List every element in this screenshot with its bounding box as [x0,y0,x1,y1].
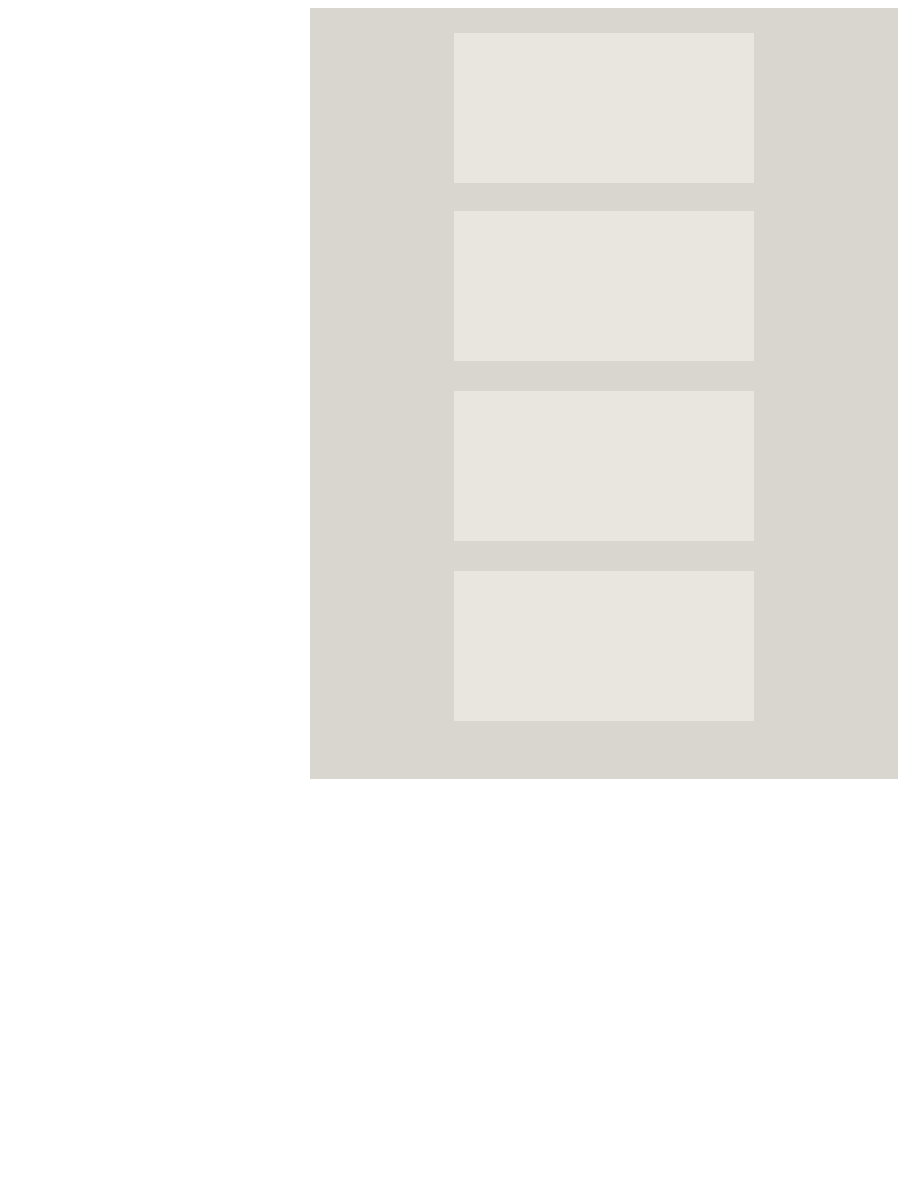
figure-1-block [328,33,880,183]
figure-5-chart [454,571,754,721]
figure-2-block [328,211,880,361]
figure-4-chart [454,391,754,541]
figure-2-chart [454,211,754,361]
figure-5-block [328,571,880,721]
figure-4-block [328,391,880,541]
figures-panel [310,8,898,779]
figure-1-chart [454,33,754,183]
left-column [20,8,292,779]
